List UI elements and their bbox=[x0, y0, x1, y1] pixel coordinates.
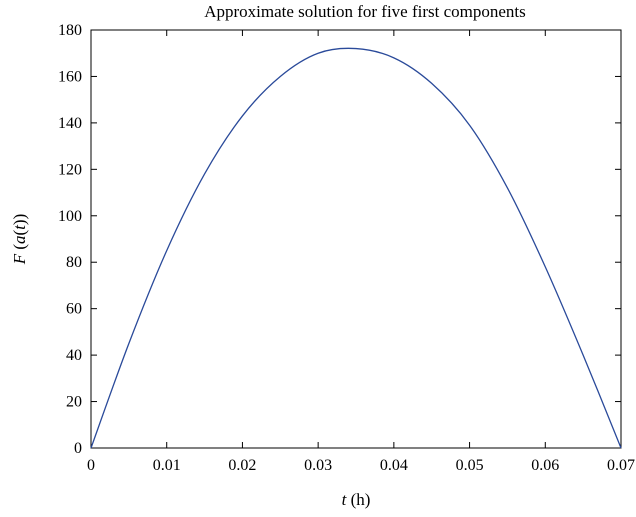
x-tick-label: 0 bbox=[87, 457, 95, 474]
y-tick-label: 40 bbox=[66, 347, 82, 364]
y-tick-label: 140 bbox=[58, 115, 82, 132]
x-tick-label: 0.05 bbox=[456, 457, 484, 474]
x-tick-label: 0.01 bbox=[153, 457, 181, 474]
y-tick-label: 60 bbox=[66, 301, 82, 318]
y-tick-label: 120 bbox=[58, 161, 82, 178]
series-line bbox=[90, 47, 622, 449]
y-tick-label: 180 bbox=[58, 22, 82, 39]
series-group bbox=[90, 47, 622, 449]
x-axis-label-unit: (h) bbox=[346, 490, 370, 509]
plot-area: 0 0.01 0.02 0.03 0.04 0.05 0.06 0.07 0 20 40 60 80 10… bbox=[58, 22, 635, 474]
y-axis-label: F (a(t)) bbox=[10, 214, 29, 266]
x-tick-label: 0.02 bbox=[228, 457, 256, 474]
y-tick-label: 80 bbox=[66, 254, 82, 271]
y-tick-label: 160 bbox=[58, 68, 82, 85]
axis-ticks: 0 0.01 0.02 0.03 0.04 0.05 0.06 0.07 0 20 40 60 80 10… bbox=[58, 22, 635, 474]
x-tick-label: 0.04 bbox=[380, 457, 408, 474]
x-tick-label: 0.06 bbox=[531, 457, 559, 474]
plot-frame bbox=[90, 29, 622, 449]
x-tick-label: 0.03 bbox=[304, 457, 332, 474]
x-axis-label-var: t bbox=[342, 490, 348, 509]
y-tick-label: 100 bbox=[58, 208, 82, 225]
x-tick-label: 0.07 bbox=[607, 457, 635, 474]
chart-title: Approximate solution for five first comp… bbox=[204, 2, 526, 21]
x-axis-label: t (h) bbox=[342, 490, 371, 509]
y-tick-label: 20 bbox=[66, 394, 82, 411]
y-tick-label: 0 bbox=[74, 440, 82, 457]
